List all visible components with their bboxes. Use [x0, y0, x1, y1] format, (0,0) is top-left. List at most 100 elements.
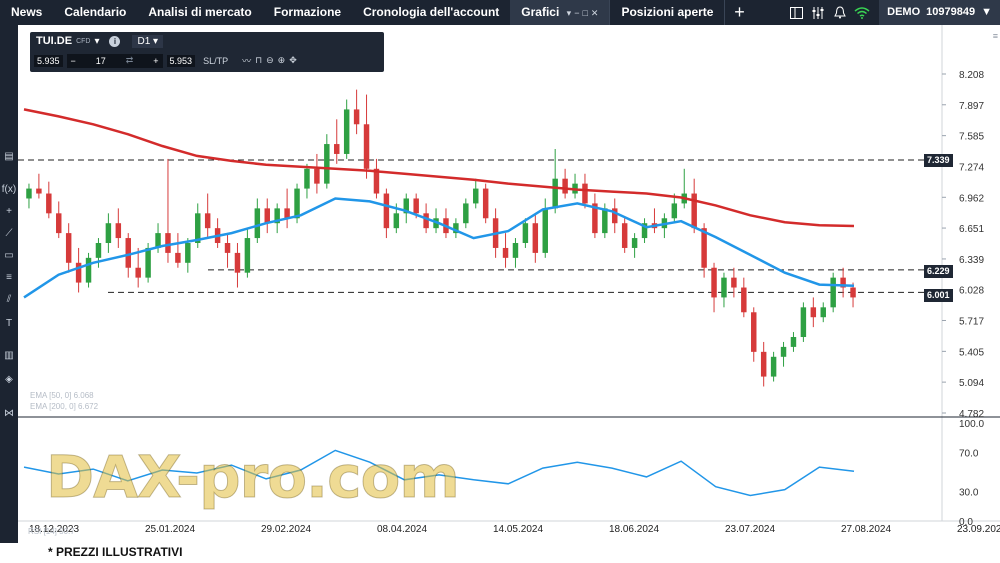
- buy-price-button[interactable]: 5.953: [166, 54, 196, 67]
- symbol-dropdown-icon[interactable]: ▾: [94, 35, 100, 47]
- candle-body: [204, 213, 211, 229]
- sltp-button[interactable]: SL/TP: [203, 55, 229, 66]
- candle-body: [810, 307, 817, 318]
- layers-icon[interactable]: ◈: [5, 373, 13, 385]
- candle-body: [741, 287, 747, 313]
- quantity-stepper[interactable]: − 17 ⇄ +: [66, 53, 163, 68]
- account-selector[interactable]: DEMO 10979849 ▼: [879, 0, 1000, 25]
- settings-sliders-icon[interactable]: [807, 0, 829, 25]
- date-tick-label: 23.09.2024: [957, 524, 1000, 535]
- date-tick-label: 23.07.2024: [725, 524, 775, 535]
- candle-body: [820, 307, 826, 318]
- watchlist-icon[interactable]: ▤: [4, 150, 14, 162]
- level-tag-7339: 7.339: [924, 154, 953, 167]
- tab-dropdown-icon[interactable]: ▾: [566, 8, 572, 18]
- candle-body: [294, 188, 300, 219]
- candle-body: [363, 124, 370, 169]
- tab-posizioni-aperte[interactable]: Posizioni aperte: [621, 5, 714, 19]
- tab-grafici[interactable]: Grafici ▾ − □ ✕: [510, 0, 610, 25]
- symbol-panel: TUI.DE CFD ▾ i D1 ▾ 5.935 − 17 ⇄ + 5.953…: [30, 32, 384, 72]
- nav-news[interactable]: News: [11, 5, 43, 19]
- bar-chart-icon[interactable]: ▥: [4, 349, 14, 361]
- channel-tool-icon[interactable]: ⫽: [6, 293, 12, 305]
- magnet-icon[interactable]: ⊓: [255, 55, 263, 65]
- move-icon[interactable]: ✥: [289, 55, 297, 65]
- function-icon[interactable]: f(x): [1, 183, 17, 195]
- level-tag-6001: 6.001: [924, 289, 953, 302]
- maximize-icon[interactable]: □: [582, 8, 588, 18]
- sell-price-button[interactable]: 5.935: [34, 54, 63, 67]
- candle-body: [304, 168, 310, 189]
- candle-body: [95, 243, 102, 258]
- drawing-toolbar: ▤ f(x) + ⟋ ▭ ≡ ⫽ T ▥ ◈ ⋈: [0, 25, 18, 543]
- chart-area[interactable]: 8.208 7.897 7.585 7.274 6.962 6.651 6.339 6.028…: [18, 25, 1000, 543]
- crosshair-tool-icon[interactable]: +: [6, 205, 12, 217]
- candle-body: [413, 198, 419, 214]
- candle-body: [56, 213, 62, 234]
- nav-separator: [724, 0, 726, 25]
- candle-body: [254, 208, 261, 239]
- nav-cronologia-account[interactable]: Cronologia dell'account: [363, 5, 500, 19]
- text-tool-icon[interactable]: T: [5, 317, 13, 329]
- rectangle-tool-icon[interactable]: ▭: [4, 249, 14, 261]
- rsi-tick-label: 100.0: [959, 419, 984, 430]
- candle-body: [473, 188, 479, 204]
- info-icon[interactable]: i: [109, 35, 121, 47]
- candle-body: [731, 277, 737, 288]
- candle-body: [244, 238, 251, 273]
- nav-calendario[interactable]: Calendario: [64, 5, 127, 19]
- candle-body: [850, 287, 856, 298]
- candle-body: [145, 247, 151, 278]
- candle-body: [393, 213, 400, 229]
- candle-body: [423, 213, 429, 229]
- candle-body: [721, 277, 727, 298]
- chart-menu-icon[interactable]: ≡: [992, 31, 998, 41]
- zoom-out-icon[interactable]: ⊖: [266, 55, 274, 65]
- nav-formazione[interactable]: Formazione: [273, 5, 342, 19]
- candle-body: [751, 312, 757, 352]
- ema50-legend: EMA [50, 0] 6.068: [30, 391, 94, 400]
- price-tick-label: 5.094: [959, 378, 984, 389]
- candle-body: [65, 233, 72, 263]
- candle-body: [482, 188, 489, 219]
- candle-body: [135, 267, 141, 278]
- watermark-logo: DAX-pro.com: [46, 443, 461, 512]
- close-icon[interactable]: ✕: [590, 8, 599, 18]
- share-icon[interactable]: ⋈: [4, 407, 14, 419]
- ema200-legend: EMA [200, 0] 6.672: [30, 402, 99, 411]
- wifi-icon: [851, 0, 873, 25]
- symbol-name[interactable]: TUI.DE: [36, 35, 73, 47]
- zoom-in-icon[interactable]: ⊕: [277, 55, 286, 65]
- price-tick-label: 5.405: [959, 347, 984, 358]
- candle-body: [631, 238, 638, 248]
- timeframe-selector[interactable]: D1 ▾: [132, 34, 164, 48]
- layout-icon[interactable]: [785, 0, 807, 25]
- line-tool-icon[interactable]: ⟋: [5, 227, 13, 239]
- nav-analisi-di-mercato[interactable]: Analisi di mercato: [148, 5, 252, 19]
- account-label: DEMO: [887, 6, 921, 18]
- candle-body: [612, 208, 618, 224]
- line-chart-icon[interactable]: 〰: [242, 56, 252, 66]
- price-tick-label: 6.339: [959, 255, 984, 266]
- candle-body: [195, 213, 201, 244]
- minimize-icon[interactable]: −: [574, 8, 580, 18]
- candle-body: [373, 168, 380, 194]
- add-tab-button[interactable]: +: [734, 2, 745, 22]
- candle-body: [760, 351, 767, 377]
- price-tick-label: 7.274: [959, 162, 984, 173]
- decrease-icon[interactable]: −: [70, 55, 76, 66]
- candle-body: [234, 252, 241, 273]
- bell-icon[interactable]: [829, 0, 851, 25]
- date-tick-label: 18.12.2023: [29, 524, 79, 535]
- candle-body: [502, 247, 509, 258]
- candle-body: [602, 208, 608, 234]
- refresh-icon[interactable]: ⇄: [125, 55, 134, 65]
- quantity-value[interactable]: 17: [95, 55, 106, 66]
- candle-body: [542, 208, 548, 253]
- candle-body: [641, 223, 648, 239]
- ema50-line: [23, 197, 855, 299]
- footnote: * PREZZI ILLUSTRATIVI: [48, 545, 183, 559]
- increase-icon[interactable]: +: [153, 55, 159, 66]
- fibonacci-tool-icon[interactable]: ≡: [6, 271, 12, 283]
- candle-body: [691, 193, 697, 229]
